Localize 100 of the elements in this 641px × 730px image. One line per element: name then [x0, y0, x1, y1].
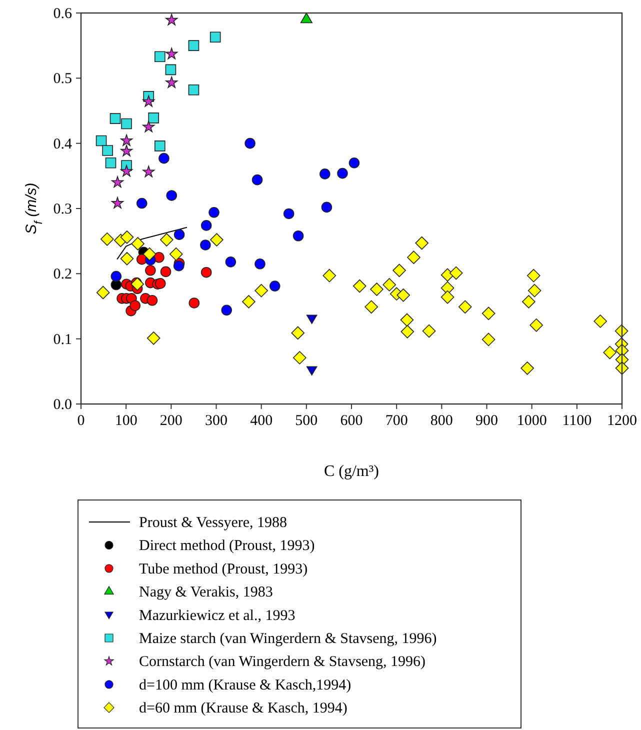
point	[160, 233, 174, 246]
legend-label: Direct method (Proust, 1993)	[139, 538, 315, 554]
point	[110, 270, 122, 282]
point	[166, 14, 178, 26]
point	[396, 288, 410, 302]
point	[154, 51, 166, 62]
x-tick-label: 400	[250, 413, 273, 429]
x-tick-label: 700	[385, 413, 408, 429]
point	[594, 314, 608, 328]
point	[407, 250, 420, 264]
point	[520, 362, 534, 375]
point	[348, 157, 360, 168]
point	[400, 325, 414, 338]
point	[221, 304, 232, 316]
point	[254, 258, 266, 270]
point	[306, 366, 318, 376]
legend-label: Mazurkiewicz et al., 1993	[139, 608, 296, 624]
point	[120, 252, 134, 266]
point	[200, 240, 211, 250]
x-axis-title: C (g/m³)	[324, 463, 380, 480]
point	[440, 290, 454, 304]
x-tick-label: 1100	[562, 413, 592, 429]
point	[96, 135, 107, 146]
point	[100, 232, 114, 246]
point	[603, 346, 616, 360]
point	[292, 230, 304, 242]
point	[254, 284, 268, 298]
point	[449, 266, 463, 280]
point	[208, 207, 220, 218]
point	[102, 145, 113, 156]
legend-label: d=60 mm (Krause & Kasch, 1994)	[139, 700, 348, 717]
point	[322, 268, 336, 282]
point	[120, 134, 133, 146]
legend-label: Tube method (Proust, 1993)	[139, 561, 308, 578]
point	[188, 84, 200, 96]
point	[111, 176, 124, 188]
y-tick-label: 0.1	[53, 332, 72, 348]
point	[252, 174, 263, 186]
point	[269, 280, 280, 292]
point	[130, 300, 140, 311]
legend-label: Proust & Vessyere, 1988	[139, 515, 288, 531]
point	[526, 268, 540, 282]
point	[188, 298, 200, 308]
point	[148, 112, 159, 124]
point	[300, 12, 312, 24]
point	[142, 120, 155, 132]
point	[200, 266, 212, 278]
point	[225, 256, 236, 268]
y-tick-label: 0.5	[53, 71, 72, 88]
point	[130, 277, 144, 291]
x-tick-label: 300	[205, 413, 228, 429]
point	[283, 208, 294, 220]
point	[306, 314, 318, 324]
point	[482, 332, 496, 346]
point	[370, 282, 384, 296]
point	[482, 306, 496, 320]
x-tick-label: 500	[295, 413, 318, 429]
point	[210, 32, 221, 43]
point	[136, 198, 148, 209]
point	[530, 318, 543, 332]
point	[131, 237, 144, 250]
point	[120, 230, 134, 244]
point	[166, 76, 178, 88]
point	[174, 229, 185, 240]
point	[146, 294, 158, 306]
point	[146, 332, 160, 345]
point	[522, 295, 536, 308]
point	[320, 168, 330, 180]
x-tick-label: 100	[114, 413, 138, 429]
point	[422, 324, 436, 338]
point	[166, 190, 178, 201]
x-tick-label: 600	[340, 413, 363, 429]
point	[200, 220, 212, 231]
point	[528, 284, 542, 298]
point	[145, 265, 156, 276]
point	[242, 295, 256, 308]
y-tick-label: 0.4	[53, 136, 72, 152]
point	[142, 95, 155, 107]
point	[142, 247, 156, 261]
x-tick-label: 900	[476, 413, 498, 429]
point	[120, 164, 133, 177]
point	[111, 196, 124, 209]
point	[96, 286, 110, 300]
point	[142, 166, 155, 178]
point	[364, 300, 378, 314]
y-tick-label: 0.0	[53, 397, 72, 413]
point	[165, 64, 176, 76]
point	[400, 313, 414, 327]
point	[291, 326, 304, 340]
point	[244, 138, 256, 149]
point	[415, 236, 428, 250]
point	[188, 40, 200, 51]
point	[321, 202, 332, 213]
point	[352, 279, 366, 293]
point	[166, 48, 178, 60]
x-tick-label: 0	[77, 413, 85, 429]
point	[337, 168, 348, 179]
point	[154, 140, 166, 152]
point	[154, 278, 166, 289]
legend-label: Nagy & Verakis, 1983	[139, 584, 273, 601]
